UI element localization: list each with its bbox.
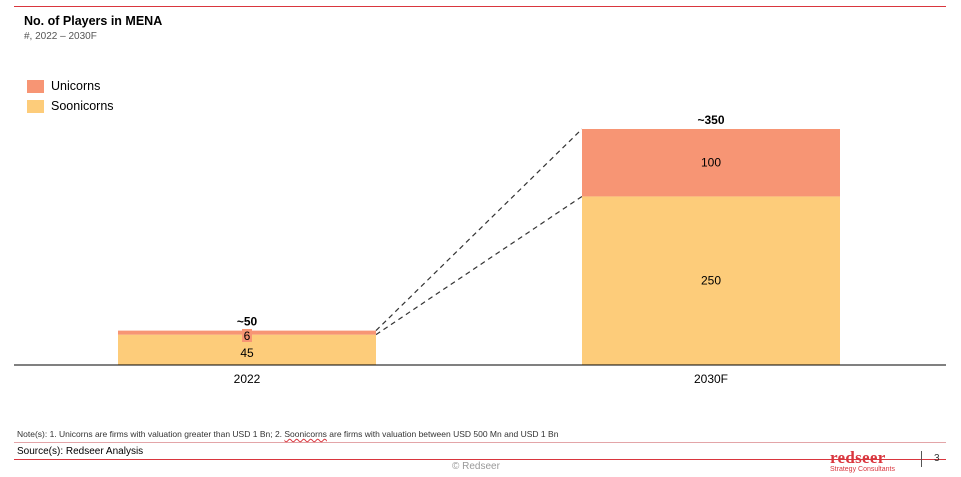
- legend-item-unicorns: Unicorns: [27, 76, 114, 96]
- bar-2030f-soonicorns: [582, 196, 840, 365]
- footnote: Note(s): 1. Unicorns are firms with valu…: [17, 429, 558, 439]
- connector-total: [375, 128, 583, 332]
- brand-tagline: Strategy Consultants: [830, 466, 895, 473]
- x-tick-2030f: 2030F: [694, 372, 728, 386]
- legend-label-unicorns: Unicorns: [51, 79, 101, 93]
- bar-2022-unicorns-label-bg: [242, 329, 252, 342]
- legend-label-soonicorns: Soonicorns: [51, 99, 114, 113]
- legend-item-soonicorns: Soonicorns: [27, 96, 114, 116]
- top-rule: [14, 6, 946, 7]
- bar-total-2030f: ~350: [697, 113, 724, 127]
- brand-name: redseer: [830, 448, 886, 467]
- footnote-prefix: Note(s): 1. Unicorns are firms with valu…: [17, 429, 285, 439]
- x-tick-2022: 2022: [234, 372, 261, 386]
- page-number: 3: [934, 453, 940, 464]
- footer-rule-1: [14, 442, 946, 443]
- bar-2030f-unicorns: [582, 129, 840, 197]
- chart-subtitle: #, 2022 – 2030F: [24, 31, 97, 42]
- copyright-text: © Redseer: [452, 461, 500, 472]
- bar-label-2030f-unicorns: 100: [701, 156, 721, 170]
- footnote-suffix: are firms with valuation between USD 500…: [326, 429, 559, 439]
- chart-title: No. of Players in MENA: [24, 14, 163, 28]
- connector-soonicorns: [375, 195, 583, 336]
- legend-swatch-soonicorns: [27, 99, 44, 113]
- chart-legend: Unicorns Soonicorns: [27, 76, 114, 116]
- page-separator: [921, 451, 922, 467]
- legend-swatch-unicorns: [27, 79, 44, 93]
- bar-label-2022-soonicorns: 45: [240, 346, 254, 360]
- footnote-squiggle-word: Soonicorns: [284, 429, 327, 439]
- bar-label-2030f-soonicorns: 250: [701, 274, 721, 288]
- bar-label-2022-unicorns: 6: [244, 329, 251, 343]
- footer-rule-2: [14, 459, 946, 460]
- bar-total-2022: ~50: [237, 315, 258, 329]
- brand-logo: redseer Strategy Consultants: [830, 448, 895, 474]
- source-text: Source(s): Redseer Analysis: [17, 446, 144, 457]
